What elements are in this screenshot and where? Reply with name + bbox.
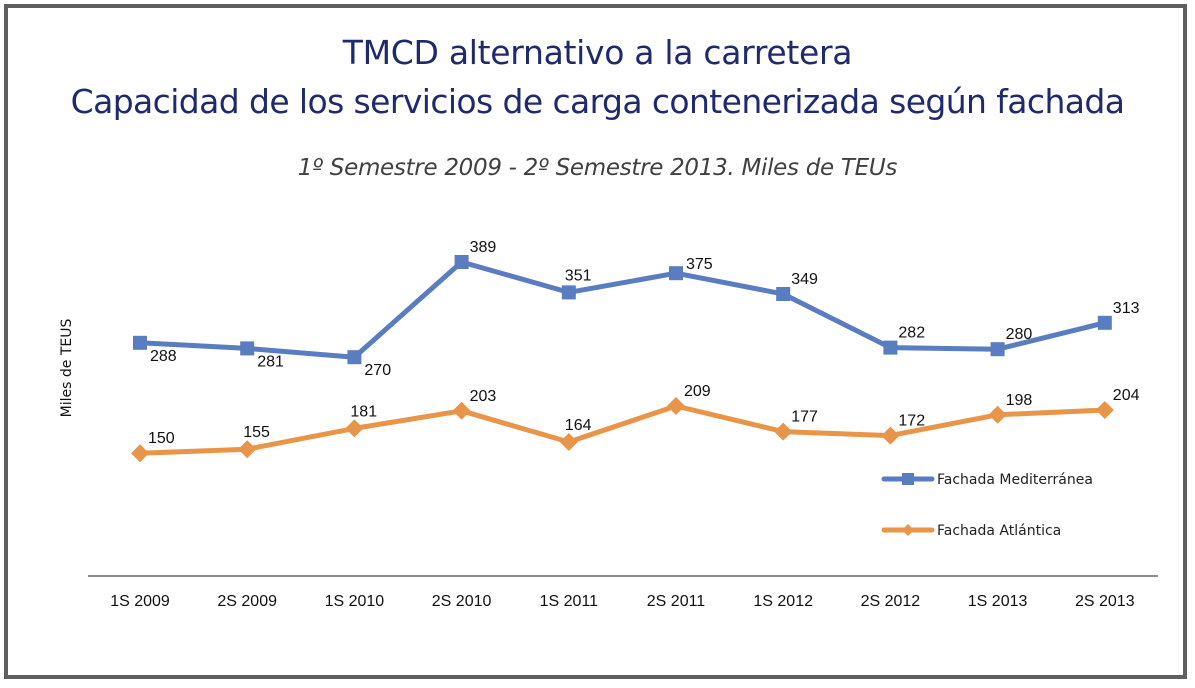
data-point-marker	[667, 397, 685, 415]
data-point-marker	[133, 335, 147, 350]
x-tick-label: 1S 2009	[110, 593, 170, 610]
legend-item-atlantica: Fachada Atlántica	[881, 523, 1061, 539]
data-point-marker	[238, 440, 257, 459]
x-tick-label: 2S 2012	[861, 593, 921, 610]
data-label: 203	[470, 388, 497, 405]
data-point-marker	[1097, 315, 1112, 330]
data-label: 172	[898, 413, 925, 430]
chart-title-line2: Capacidad de los servicios de carga cont…	[70, 82, 1125, 121]
data-point-marker	[559, 433, 578, 451]
series-group: 288 281 270 389 351 375 349 282 280 313 150 155 181 2…	[131, 239, 1140, 463]
data-label: 164	[565, 417, 592, 434]
x-tick-label: 2S 2011	[647, 593, 706, 610]
data-label: 198	[1006, 392, 1033, 409]
x-tick-label: 2S 2009	[217, 593, 277, 610]
data-label: 150	[148, 430, 175, 447]
data-label: 313	[1113, 300, 1140, 317]
data-label: 375	[686, 256, 713, 273]
chart-frame	[4, 4, 1187, 679]
data-label: 280	[1006, 326, 1033, 343]
data-point-marker	[561, 285, 576, 300]
data-label: 351	[565, 267, 592, 284]
legend-square-marker-icon	[902, 473, 914, 485]
data-point-marker	[669, 266, 683, 281]
data-point-marker	[347, 350, 362, 365]
series-mediterranea: 288 281 270 389 351 375 349 282 280 313	[133, 239, 1140, 379]
x-tick-label: 2S 2010	[432, 593, 492, 610]
legend-label: Fachada Atlántica	[937, 523, 1061, 539]
data-point-marker	[990, 342, 1005, 357]
data-label: 349	[791, 271, 818, 288]
chart-subtitle: 1º Semestre 2009 - 2º Semestre 2013. Mil…	[297, 155, 898, 181]
data-label: 389	[470, 239, 497, 256]
chart-title: TMCD alternativo a la carretera	[342, 33, 853, 72]
x-tick-label: 1S 2013	[968, 593, 1028, 610]
data-point-marker	[776, 287, 791, 301]
x-tick-label: 1S 2010	[325, 593, 385, 610]
data-label: 288	[150, 348, 177, 365]
data-label: 177	[791, 409, 818, 426]
series-atlantica: 150 155 181 203 164 209 177 172 198 204	[131, 383, 1140, 463]
data-point-marker	[881, 426, 900, 445]
data-label: 270	[364, 362, 391, 379]
series-line	[139, 403, 1105, 456]
data-point-marker	[452, 401, 471, 420]
data-label: 209	[684, 383, 711, 400]
data-point-marker	[774, 422, 793, 441]
data-point-marker	[988, 405, 1007, 424]
data-label: 204	[1113, 387, 1140, 404]
data-point-marker	[1095, 401, 1114, 419]
x-tick-label: 1S 2012	[753, 593, 813, 610]
legend: Fachada Mediterránea Fachada Atlántica	[881, 472, 1093, 539]
data-label: 282	[898, 325, 925, 342]
x-tick-labels: 1S 2009 2S 2009 1S 2010 2S 2010 1S 2011 2S 20…	[110, 593, 1135, 610]
legend-label: Fachada Mediterránea	[937, 472, 1093, 488]
data-point-marker	[131, 444, 149, 463]
series-line	[139, 259, 1106, 360]
data-label: 155	[243, 424, 270, 441]
data-label: 281	[257, 353, 284, 370]
x-tick-label: 2S 2013	[1075, 593, 1135, 610]
data-point-marker	[883, 340, 898, 355]
x-tick-label: 1S 2011	[540, 593, 599, 610]
legend-item-mediterranea: Fachada Mediterránea	[881, 472, 1093, 488]
y-axis-label: Miles de TEUS	[59, 319, 75, 418]
data-point-marker	[454, 255, 469, 269]
data-point-marker	[345, 419, 364, 438]
legend-diamond-marker-icon	[902, 524, 914, 536]
data-label: 181	[350, 403, 377, 420]
data-point-marker	[240, 341, 255, 356]
